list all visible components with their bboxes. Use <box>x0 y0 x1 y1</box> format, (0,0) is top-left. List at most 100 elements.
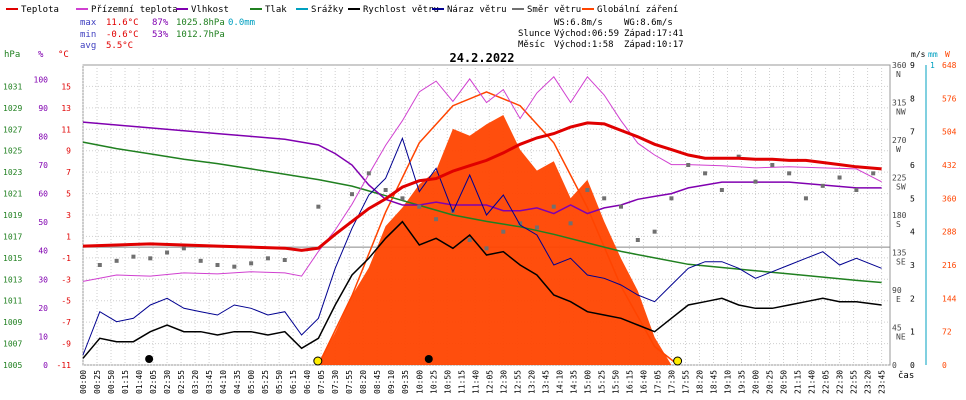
x-tick: 11:15 <box>457 370 466 394</box>
temperature-tick: 13 <box>61 104 71 113</box>
direction-point <box>703 171 708 176</box>
humidity-tick: 0 <box>43 361 48 370</box>
x-tick: 07:55 <box>345 370 354 394</box>
direction-tick: 180 <box>892 211 907 220</box>
x-tick: 12:05 <box>485 370 494 394</box>
legend-label: Přízemní teplota <box>91 5 178 15</box>
pressure-tick: 1007 <box>3 340 22 349</box>
direction-tick: 270 <box>892 136 907 145</box>
direction-point <box>686 163 691 167</box>
x-tick: 20:00 <box>752 370 761 394</box>
legend-label: Globální záření <box>597 5 678 15</box>
x-tick: 02:30 <box>163 370 172 394</box>
temperature-tick: 15 <box>61 82 71 91</box>
direction-point <box>753 179 758 184</box>
sunset-marker <box>673 356 683 366</box>
temperature-tick: 11 <box>61 125 71 134</box>
plot-area <box>82 75 882 366</box>
x-tick: 04:10 <box>219 370 228 394</box>
direction-point <box>181 246 186 251</box>
legend-label: Teplota <box>21 5 59 15</box>
moon-rise: Východ:1:58 <box>554 40 614 50</box>
x-tick: 10:00 <box>415 370 424 394</box>
x-tick: 03:20 <box>191 370 200 394</box>
x-tick: 17:55 <box>681 370 690 394</box>
direction-label: NW <box>896 108 906 117</box>
x-tick: 19:10 <box>723 370 732 394</box>
stats-avg-temp: 5.5°C <box>106 41 133 51</box>
direction-point <box>434 217 439 222</box>
direction-point <box>417 204 422 209</box>
direction-point <box>568 221 573 226</box>
direction-tick: 90 <box>892 286 902 295</box>
x-tick: 20:50 <box>780 370 789 394</box>
direction-point <box>501 229 506 234</box>
direction-point <box>165 250 170 255</box>
direction-point <box>669 196 674 201</box>
legend-label: Vlhkost <box>191 5 229 15</box>
grid <box>82 64 891 366</box>
radiation-tick: 648 <box>942 61 957 70</box>
x-tick: 23:20 <box>864 370 873 394</box>
direction-point <box>854 188 859 192</box>
x-tick: 02:55 <box>177 370 186 394</box>
direction-point <box>400 196 405 201</box>
direction-point <box>551 204 556 209</box>
direction-tick: 360 <box>892 61 907 70</box>
pressure-tick: 1023 <box>3 168 22 177</box>
legend-label: Rychlost větru <box>363 5 439 15</box>
radiation-tick: 216 <box>942 261 957 270</box>
x-tick: 14:10 <box>555 370 564 394</box>
direction-point <box>232 264 237 269</box>
x-tick: 21:40 <box>808 370 817 394</box>
direction-point <box>265 256 270 261</box>
direction-point <box>719 188 724 192</box>
x-tick: 05:50 <box>275 370 284 394</box>
pressure-tick: 1029 <box>3 104 22 113</box>
direction-point <box>467 238 472 242</box>
radiation-unit: W <box>945 50 950 59</box>
temperature-tick: -9 <box>61 340 71 349</box>
direction-tick: 135 <box>892 249 907 258</box>
stats-min-label: min <box>80 30 96 40</box>
x-tick: 09:10 <box>387 370 396 394</box>
direction-label: W <box>896 145 901 154</box>
direction-point <box>249 261 254 266</box>
temperature-tick: -11 <box>57 361 72 370</box>
series-radiation-area <box>318 115 672 365</box>
sunrise-marker <box>313 356 323 366</box>
humidity-tick: 40 <box>38 247 48 256</box>
radiation-tick: 504 <box>942 128 957 137</box>
direction-point <box>131 254 136 259</box>
x-tick: 08:20 <box>359 370 368 394</box>
direction-tick: 225 <box>892 174 907 183</box>
direction-point <box>585 188 590 192</box>
direction-point <box>97 263 102 267</box>
x-tick: 00:50 <box>107 370 116 394</box>
direction-point <box>282 258 287 262</box>
series-temperature <box>82 121 882 252</box>
x-tick: 11:40 <box>471 370 480 394</box>
x-tick: 18:45 <box>709 370 718 394</box>
x-tick: 01:15 <box>121 370 130 394</box>
pressure-tick: 1005 <box>3 361 22 370</box>
x-tick: 05:00 <box>247 370 256 394</box>
direction-point <box>820 183 825 188</box>
pressure-unit: hPa <box>4 50 20 60</box>
moonrise-marker <box>145 355 154 363</box>
x-tick: 15:25 <box>597 370 606 394</box>
chart-title: 24.2.2022 <box>449 51 514 65</box>
direction-point <box>736 154 741 159</box>
x-tick: 00:25 <box>93 370 102 394</box>
x-tick: 04:35 <box>233 370 242 394</box>
stats-avg-label: avg <box>80 41 96 51</box>
legend-label: Tlak <box>265 5 287 15</box>
wind-tick: 3 <box>910 261 915 270</box>
direction-point <box>770 163 775 167</box>
moon-label: Měsíc <box>518 40 545 50</box>
direction-label: SW <box>896 183 906 192</box>
x-tick: 23:45 <box>878 370 887 394</box>
x-tick: 08:45 <box>373 370 382 394</box>
pressure-tick: 1015 <box>3 254 22 263</box>
